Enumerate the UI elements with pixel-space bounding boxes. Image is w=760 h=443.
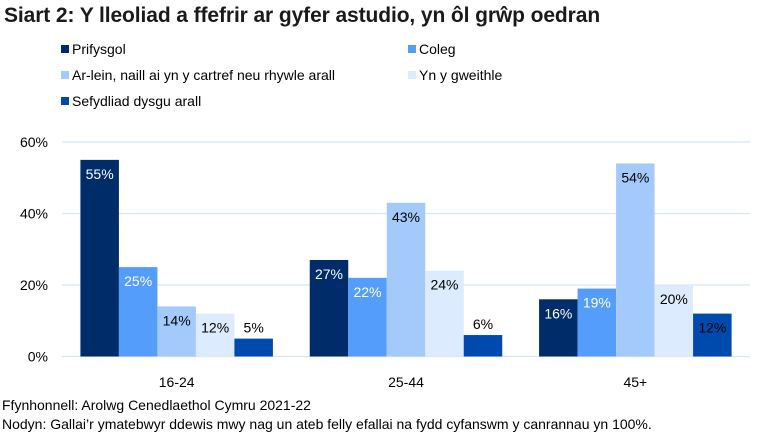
legend-swatch [61,97,69,105]
x-tick-label: 25-44 [388,374,424,390]
y-tick-label: 0% [28,349,48,365]
x-tick-label: 45+ [623,374,647,390]
bar [157,306,196,357]
x-axis-ticks: 16-24 25-44 45+ [159,374,647,390]
footnote: Nodyn: Gallai’r ymatebwyr ddewis mwy nag… [2,416,652,432]
y-axis-ticks: 0% 20% 40% 60% [20,134,48,365]
data-labels: 55% 25% 14% 12% 5% 27% 22% 43% 24% 6% 16% 19% 54% 20%… [86,166,727,336]
data-label: 22% [353,284,381,300]
legend-item-coleg: Coleg [408,41,456,57]
legend-swatch [408,45,416,53]
y-tick-label: 40% [20,206,48,222]
data-label: 5% [244,320,264,336]
bar [425,270,464,357]
data-label: 24% [430,277,458,293]
bar-chart: 0% 20% 40% 60% 55% 25% 14% 12% 5% 27% 22% 43% 24% 6%… [20,134,750,390]
data-label: 12% [201,320,229,336]
legend-label: Sefydliad dysgu arall [72,93,202,109]
x-tick-label: 16-24 [159,374,195,390]
bar [616,163,655,357]
y-tick-label: 60% [20,134,48,150]
legend-label: Ar-lein, naill ai yn y cartref neu rhywl… [72,67,335,83]
legend-item-gweithle: Yn y gweithle [408,67,502,83]
legend-swatch [408,71,416,79]
data-label: 16% [544,305,572,321]
data-label: 43% [392,209,420,225]
legend-item-prifysgol: Prifysgol [61,41,126,57]
bar [234,338,273,357]
bar [309,259,349,357]
bar [118,267,158,357]
legend-label: Coleg [419,41,456,57]
data-label: 19% [583,295,611,311]
data-label: 6% [473,316,493,332]
source-note: Ffynhonnell: Arolwg Cenedlaethol Cymru 2… [2,397,311,413]
data-label: 25% [124,273,152,289]
bar [654,285,694,357]
bar [693,313,732,357]
data-label: 20% [660,291,688,307]
bar [195,313,235,357]
bar [577,288,617,357]
legend-item-ar-lein: Ar-lein, naill ai yn y cartref neu rhywl… [61,67,335,83]
y-tick-label: 20% [20,277,48,293]
chart-title: Siart 2: Y lleoliad a ffefrir ar gyfer a… [4,4,601,27]
legend-label: Prifysgol [72,41,126,57]
bar [386,202,426,357]
legend-item-sefydliad: Sefydliad dysgu arall [61,93,201,109]
legend-label: Yn y gweithle [419,67,503,83]
data-label: 54% [621,169,649,185]
legend-swatch [61,71,69,79]
bar [80,159,119,357]
data-label: 27% [315,266,343,282]
data-label: 12% [698,320,726,336]
legend-swatch [61,45,69,53]
bars [80,159,732,357]
data-label: 14% [163,312,191,328]
bar [463,335,503,357]
bar [539,299,578,357]
bar [348,277,387,357]
data-label: 55% [86,166,114,182]
